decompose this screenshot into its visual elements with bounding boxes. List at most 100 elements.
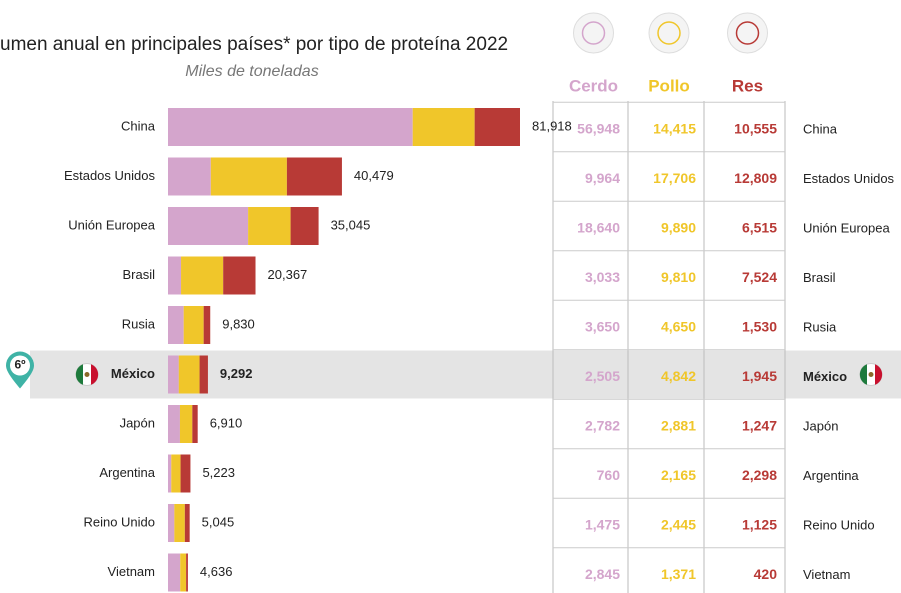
category-label-right: México xyxy=(803,369,847,384)
protein-icon xyxy=(648,12,690,54)
category-label: Japón xyxy=(120,415,155,430)
total-label: 4,636 xyxy=(200,564,233,579)
protein-icon-inner xyxy=(735,21,760,45)
table-value: 760 xyxy=(597,467,621,483)
table-value: 14,415 xyxy=(653,121,696,137)
table-value: 1,530 xyxy=(742,319,777,335)
table-value: 9,810 xyxy=(661,269,696,285)
chart-title: umen anual en principales países* por ti… xyxy=(0,34,508,55)
total-label: 20,367 xyxy=(268,267,308,282)
category-label: Reino Unido xyxy=(83,514,155,529)
category-label-right: China xyxy=(803,121,838,136)
table-value: 3,650 xyxy=(585,319,620,335)
bar-segment xyxy=(181,256,224,295)
protein-icon xyxy=(727,12,768,54)
total-label: 81,918 xyxy=(532,118,572,133)
flag-green xyxy=(859,364,867,385)
bar-segment xyxy=(184,504,190,542)
bar-segment xyxy=(179,405,193,443)
total-label: 6,910 xyxy=(210,415,243,430)
bar-segment xyxy=(168,504,175,542)
bar-segment xyxy=(168,256,182,295)
bar-segment xyxy=(412,108,475,146)
bar-segment xyxy=(168,454,172,493)
table-value: 4,842 xyxy=(661,368,696,384)
category-label-right: Estados Unidos xyxy=(803,171,895,186)
table-value: 1,475 xyxy=(585,517,620,533)
table-value: 2,881 xyxy=(661,418,696,434)
column-header: Pollo xyxy=(648,76,690,95)
total-label: 5,045 xyxy=(202,514,235,529)
table-value: 2,782 xyxy=(585,418,620,434)
table-value: 6,515 xyxy=(742,220,777,236)
table-value: 12,809 xyxy=(734,170,777,186)
total-label: 35,045 xyxy=(331,217,371,232)
category-label-right: Reino Unido xyxy=(803,517,875,532)
bar-segment xyxy=(223,256,256,295)
protein-icon xyxy=(573,12,614,54)
column-header: Res xyxy=(732,76,763,95)
flag-emblem xyxy=(868,372,874,377)
table-value: 18,640 xyxy=(577,220,620,236)
table-value: 3,033 xyxy=(585,269,620,285)
category-label-right: Rusia xyxy=(803,319,837,334)
flag-emblem xyxy=(84,372,90,377)
category-label: México xyxy=(111,366,155,381)
flag-green xyxy=(75,364,83,385)
category-label-right: Argentina xyxy=(803,468,859,483)
table-value: 1,247 xyxy=(742,418,777,434)
bar-segment xyxy=(168,157,211,196)
bar-segment xyxy=(474,108,520,146)
bar-segment xyxy=(203,306,211,344)
category-label: Brasil xyxy=(122,267,155,282)
bar-segment xyxy=(183,306,204,344)
table-value: 9,964 xyxy=(585,170,620,186)
bar-segment xyxy=(168,405,180,443)
bar-segment xyxy=(178,355,200,394)
category-label: China xyxy=(121,118,156,133)
bar-segment xyxy=(199,355,208,394)
table-value: 1,945 xyxy=(742,368,777,384)
table-value: 17,706 xyxy=(653,170,696,186)
category-label-right: Brasil xyxy=(803,270,836,285)
bar-segment xyxy=(192,405,198,443)
chart-subtitle: Miles de toneladas xyxy=(185,63,318,80)
bar-segment xyxy=(286,157,342,196)
bar-segment xyxy=(180,553,187,592)
table-value: 56,948 xyxy=(577,121,620,137)
total-label: 5,223 xyxy=(202,465,235,480)
category-label: Rusia xyxy=(122,316,156,331)
category-label-right: Japón xyxy=(803,418,838,433)
total-label: 9,830 xyxy=(222,316,255,331)
total-label: 9,292 xyxy=(220,366,253,381)
table-value: 1,125 xyxy=(742,517,777,533)
table-value: 10,555 xyxy=(734,121,777,137)
table-value: 1,371 xyxy=(661,566,696,582)
table-value: 4,650 xyxy=(661,319,696,335)
total-label: 40,479 xyxy=(354,168,394,183)
bar-segment xyxy=(210,157,287,196)
table-value: 2,298 xyxy=(742,467,777,483)
table-value: 2,445 xyxy=(661,517,696,533)
column-header: Cerdo xyxy=(569,76,618,95)
table-value: 2,845 xyxy=(585,566,620,582)
category-label: Vietnam xyxy=(108,564,155,579)
bar-segment xyxy=(168,306,184,344)
flag-red xyxy=(875,364,883,385)
protein-icon-inner xyxy=(657,21,681,45)
bar-segment xyxy=(180,454,191,493)
bar-segment xyxy=(168,207,249,245)
bar-segment xyxy=(186,553,188,592)
flag-red xyxy=(91,364,99,385)
protein-icon-inner xyxy=(581,21,606,45)
bar-segment xyxy=(168,355,179,394)
bar-segment xyxy=(171,454,181,493)
bar-segment xyxy=(290,207,319,245)
category-label: Estados Unidos xyxy=(64,168,156,183)
rank-pin-inner xyxy=(10,355,30,376)
table-value: 2,505 xyxy=(585,368,620,384)
category-label-right: Vietnam xyxy=(803,567,850,582)
table-value: 9,890 xyxy=(661,220,696,236)
bar-segment xyxy=(168,108,413,146)
